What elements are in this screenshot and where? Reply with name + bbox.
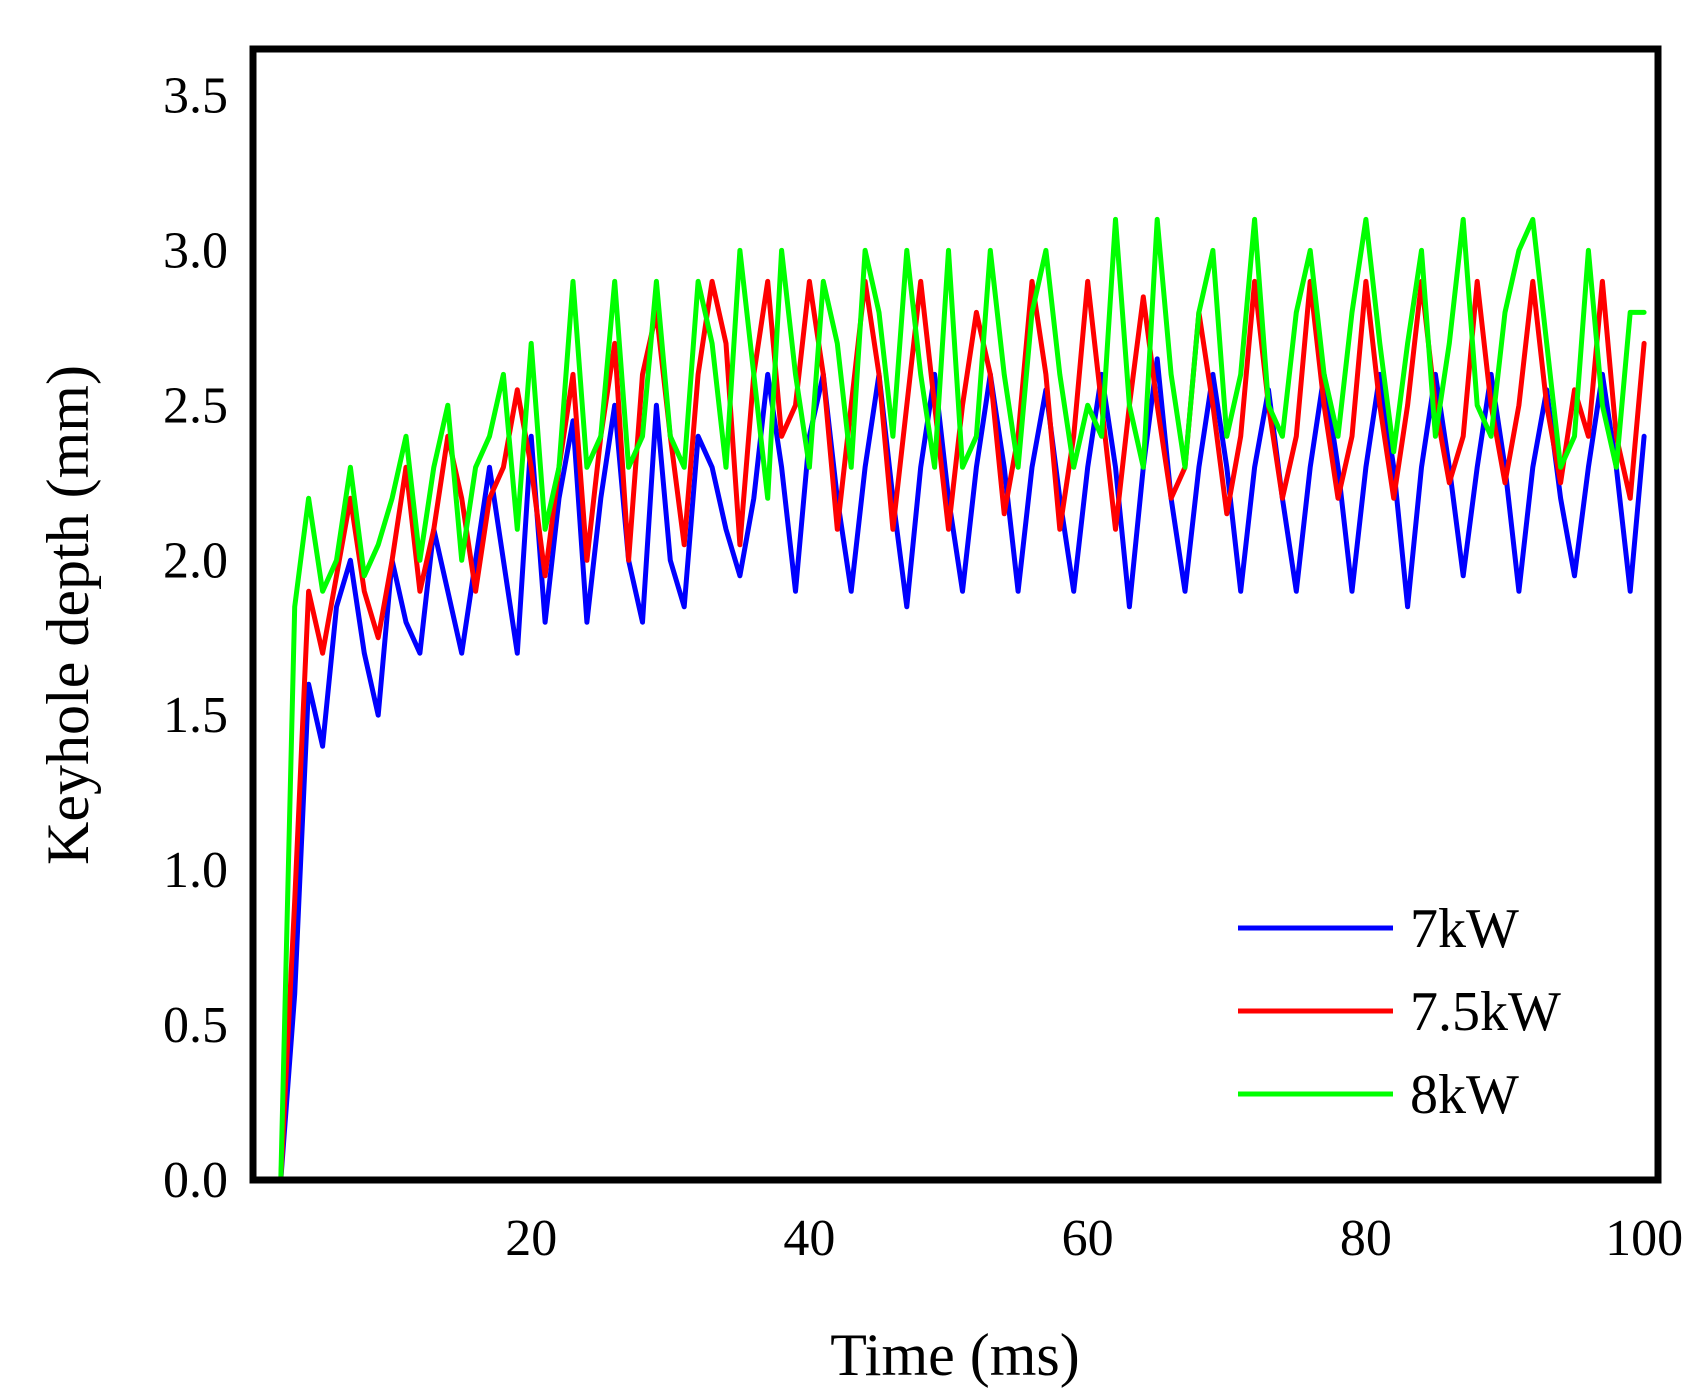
y-tick-label: 3.5 bbox=[163, 67, 228, 124]
x-tick-label: 60 bbox=[1062, 1210, 1114, 1267]
plot-frame bbox=[249, 45, 1662, 1184]
series-line-7-5kw bbox=[264, 278, 1647, 1183]
y-tick-label: 0.5 bbox=[163, 997, 228, 1054]
legend: 7kW 7.5kW 8kW bbox=[1238, 898, 1561, 1126]
y-tick-label: 0.0 bbox=[163, 1152, 228, 1209]
y-axis-title: Keyhole depth (mm) bbox=[35, 365, 101, 865]
series-line-7kw bbox=[264, 356, 1647, 1183]
x-tick-label: 40 bbox=[783, 1210, 835, 1267]
y-tick-label: 2.0 bbox=[163, 532, 228, 589]
x-tick-label: 20 bbox=[505, 1210, 557, 1267]
y-tick-label: 1.0 bbox=[163, 842, 228, 899]
plot-lines bbox=[264, 216, 1647, 1183]
x-tick-label: 100 bbox=[1605, 1210, 1683, 1267]
legend-label: 7kW bbox=[1410, 898, 1519, 960]
y-tick-label: 2.5 bbox=[163, 377, 228, 434]
legend-label: 7.5kW bbox=[1410, 981, 1561, 1043]
x-axis-ticks: 20 40 60 80 100 bbox=[505, 1210, 1683, 1267]
series-line-8kw bbox=[264, 216, 1647, 1183]
y-tick-label: 1.5 bbox=[163, 687, 228, 744]
y-axis-ticks: 0.0 0.5 1.0 1.5 2.0 2.5 3.0 3.5 bbox=[163, 67, 228, 1209]
legend-label: 8kW bbox=[1410, 1064, 1519, 1126]
x-tick-label: 80 bbox=[1340, 1210, 1392, 1267]
y-tick-label: 3.0 bbox=[163, 222, 228, 279]
x-axis-title: Time (ms) bbox=[830, 1322, 1080, 1388]
